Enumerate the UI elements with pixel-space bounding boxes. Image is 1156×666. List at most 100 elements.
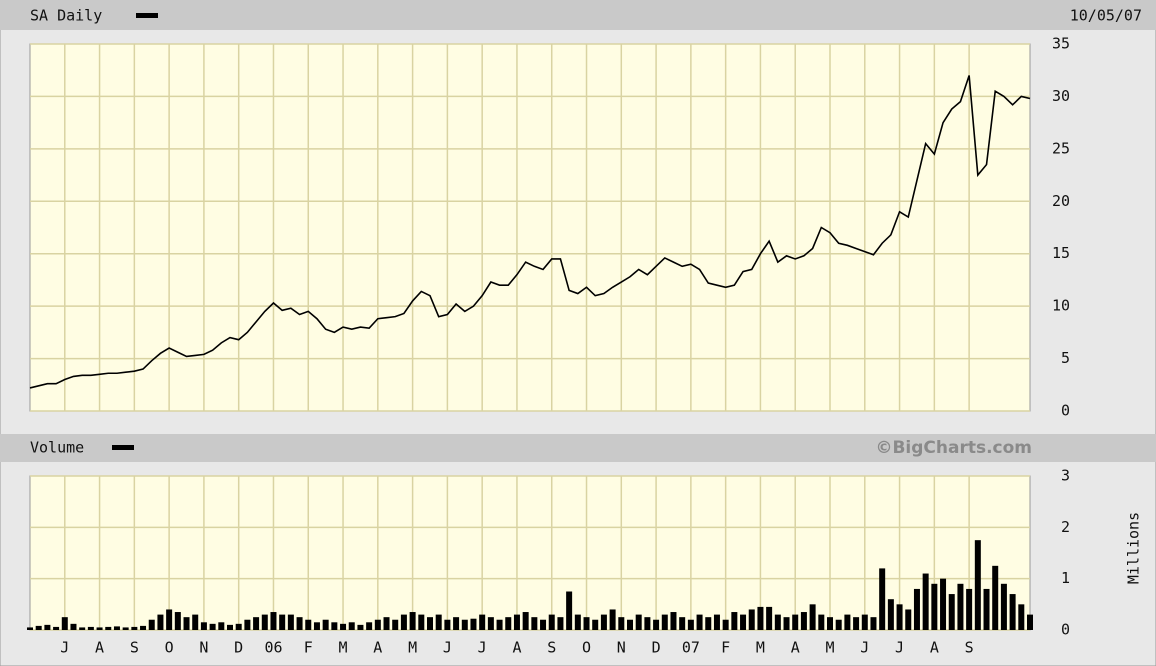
volume-bar xyxy=(748,609,755,630)
x-tick-label: J xyxy=(895,639,904,657)
y-tick-label: 5 xyxy=(1061,349,1070,367)
volume-bar xyxy=(227,624,233,630)
volume-bar xyxy=(661,614,668,630)
volume-bar xyxy=(79,627,86,630)
volume-bar xyxy=(444,619,451,630)
y-tick-label: 1 xyxy=(1061,569,1070,587)
date: 10/05/07 xyxy=(1070,7,1142,25)
volume-bar xyxy=(0,434,1156,462)
volume-bar xyxy=(44,624,51,630)
volume-bar xyxy=(113,626,120,630)
volume-bar xyxy=(322,619,329,630)
price-plot xyxy=(29,43,1031,412)
x-tick-label: F xyxy=(304,639,313,657)
volume-bar xyxy=(427,617,433,630)
volume-bar xyxy=(418,614,425,630)
volume-bar xyxy=(453,617,460,630)
volume-bar xyxy=(505,617,512,630)
volume-bar xyxy=(731,612,738,630)
volume-bar xyxy=(870,617,877,630)
volume-bar xyxy=(183,617,190,630)
volume-bar xyxy=(670,612,677,630)
volume-bar xyxy=(922,573,929,630)
volume-bar xyxy=(96,627,103,630)
volume-bar xyxy=(983,588,990,630)
volume-bar xyxy=(635,614,642,630)
volume-bar xyxy=(896,604,903,630)
volume-bar xyxy=(366,622,373,630)
x-tick-label: M xyxy=(408,639,417,657)
legend-label: Volume xyxy=(30,439,84,457)
x-tick-label: 06 xyxy=(264,639,282,657)
volume-bar xyxy=(618,617,625,630)
volume-bar xyxy=(383,617,390,630)
volume-bar xyxy=(192,614,199,630)
volume-bar xyxy=(844,614,851,630)
volume-plot xyxy=(29,475,1031,631)
price-line xyxy=(29,75,1031,389)
legend-swatch xyxy=(112,445,134,450)
volume-bar xyxy=(766,606,773,630)
y-tick-label: 3 xyxy=(1061,467,1070,485)
volume-bar xyxy=(644,617,651,630)
volume-bar xyxy=(296,617,303,630)
volume-bar xyxy=(757,606,764,630)
volume-bar xyxy=(470,618,477,630)
volume-bar xyxy=(409,612,416,630)
volume-bar xyxy=(835,619,842,630)
volume-bar xyxy=(70,623,77,630)
volume-bar xyxy=(461,619,468,630)
volume-bar xyxy=(540,619,547,630)
volume-bar xyxy=(87,626,94,630)
volume-bar xyxy=(400,614,407,630)
x-tick-label: S xyxy=(965,639,974,657)
x-tick-label: S xyxy=(547,639,556,657)
y-tick-label: 0 xyxy=(1061,402,1070,420)
volume-bar xyxy=(140,625,147,630)
volume-bar xyxy=(913,588,920,630)
volume-bar xyxy=(348,622,355,630)
volume-bar xyxy=(722,619,729,630)
y-tick-label: 10 xyxy=(1052,297,1070,315)
x-tick-label: N xyxy=(199,639,208,657)
x-tick-label: M xyxy=(339,639,348,657)
volume-bar xyxy=(305,619,312,630)
volume-bar xyxy=(931,583,938,630)
volume-bar xyxy=(435,614,442,630)
volume-bar xyxy=(992,565,999,630)
y-tick-label: 2 xyxy=(1061,518,1070,536)
volume-bar xyxy=(487,617,494,630)
volume-bar xyxy=(209,623,216,630)
y-tick-label: 35 xyxy=(1052,35,1070,53)
volume-bar xyxy=(253,617,260,630)
volume-bar xyxy=(357,624,364,630)
x-tick-label: M xyxy=(825,639,834,657)
volume-bar xyxy=(513,614,520,630)
volume-bar xyxy=(1018,604,1025,630)
volume-bar xyxy=(374,619,381,630)
volume-bar xyxy=(627,619,633,630)
volume-bar xyxy=(705,617,712,630)
x-tick-label: N xyxy=(617,639,626,657)
volume-bar xyxy=(905,609,912,630)
volume-bar xyxy=(157,614,164,630)
volume-bar xyxy=(740,614,747,630)
legend-swatch xyxy=(136,13,158,18)
volume-bar xyxy=(235,623,242,630)
volume-bar xyxy=(609,609,616,630)
volume-bar xyxy=(53,626,60,630)
y-tick-label: 20 xyxy=(1052,192,1070,210)
volume-bar xyxy=(522,612,529,630)
x-tick-label: J xyxy=(478,639,487,657)
volume-bar xyxy=(887,599,894,630)
volume-bar xyxy=(261,614,268,630)
x-tick-label: A xyxy=(512,639,521,657)
volume-bar xyxy=(957,583,964,630)
volume-bar xyxy=(218,622,225,630)
volume-bar xyxy=(861,614,868,630)
x-tick-label: A xyxy=(791,639,800,657)
y-tick-label: 30 xyxy=(1052,87,1070,105)
volume-bar xyxy=(792,614,799,630)
volume-bar xyxy=(940,578,947,630)
volume-bar xyxy=(1009,594,1016,630)
